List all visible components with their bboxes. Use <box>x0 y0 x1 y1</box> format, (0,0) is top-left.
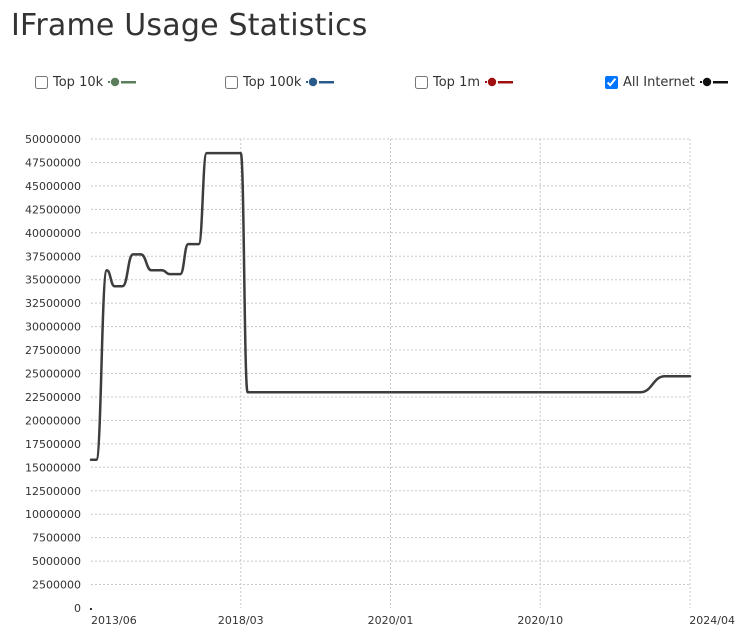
y-tick-label: 50000000 <box>25 133 81 146</box>
x-tick-label: 2020/01 <box>368 614 414 627</box>
y-tick-label: 5000000 <box>32 555 81 568</box>
legend-item-top-1m[interactable]: Top 1m <box>415 72 515 92</box>
y-tick-label: 47500000 <box>25 156 81 169</box>
legend-label-top-10k: Top 10k <box>53 74 104 90</box>
y-tick-label: 17500000 <box>25 438 81 451</box>
y-tick-label: 30000000 <box>25 321 81 334</box>
legend-checkbox-all-internet[interactable] <box>605 75 618 89</box>
y-tick-label: 20000000 <box>25 414 81 427</box>
x-tick-label: 2013/06 <box>91 614 137 627</box>
y-tick-label: 25000000 <box>25 368 81 381</box>
legend-swatch-all-internet <box>699 77 728 87</box>
legend-item-top-10k[interactable]: Top 10k <box>35 72 138 92</box>
y-tick-label: 10000000 <box>25 508 81 521</box>
y-tick-label: 22500000 <box>25 391 81 404</box>
legend-item-all-internet[interactable]: All Internet <box>605 72 730 92</box>
y-tick-label: 27500000 <box>25 344 81 357</box>
legend-checkbox-top-1m[interactable] <box>415 75 428 89</box>
chart-grid <box>90 138 691 610</box>
legend-swatch-top-1m <box>485 77 514 87</box>
legend-item-top-100k[interactable]: Top 100k <box>225 72 336 92</box>
y-tick-label: 37500000 <box>25 250 81 263</box>
x-tick-label: 2020/10 <box>517 614 563 627</box>
legend-label-all-internet: All Internet <box>623 74 695 90</box>
page-title: IFrame Usage Statistics <box>11 8 368 43</box>
y-tick-label: 42500000 <box>25 203 81 216</box>
y-tick-label: 40000000 <box>25 227 81 240</box>
y-tick-label: 45000000 <box>25 180 81 193</box>
legend-label-top-100k: Top 100k <box>243 74 302 90</box>
y-tick-label: 32500000 <box>25 297 81 310</box>
legend-label-top-1m: Top 1m <box>433 74 481 90</box>
x-tick-label: 2018/03 <box>218 614 264 627</box>
legend-checkbox-top-10k[interactable] <box>35 75 48 89</box>
y-tick-label: 7500000 <box>32 532 81 545</box>
y-tick-label: 15000000 <box>25 461 81 474</box>
legend-swatch-top-10k <box>108 77 137 87</box>
y-tick-label: 35000000 <box>25 274 81 287</box>
y-tick-label: 0 <box>74 602 81 615</box>
series-line-all-internet <box>89 151 692 462</box>
chart-series <box>89 151 692 462</box>
axis-origin-marker <box>90 608 92 610</box>
x-tick-label: 2024/04 <box>689 614 735 627</box>
chart-axis-labels: 0 2500000 5000000 7500000 10000000 12500000 15… <box>25 133 735 627</box>
legend-swatch-top-100k <box>306 77 335 87</box>
y-tick-label: 2500000 <box>32 579 81 592</box>
y-tick-label: 12500000 <box>25 485 81 498</box>
legend-checkbox-top-100k[interactable] <box>225 75 238 89</box>
